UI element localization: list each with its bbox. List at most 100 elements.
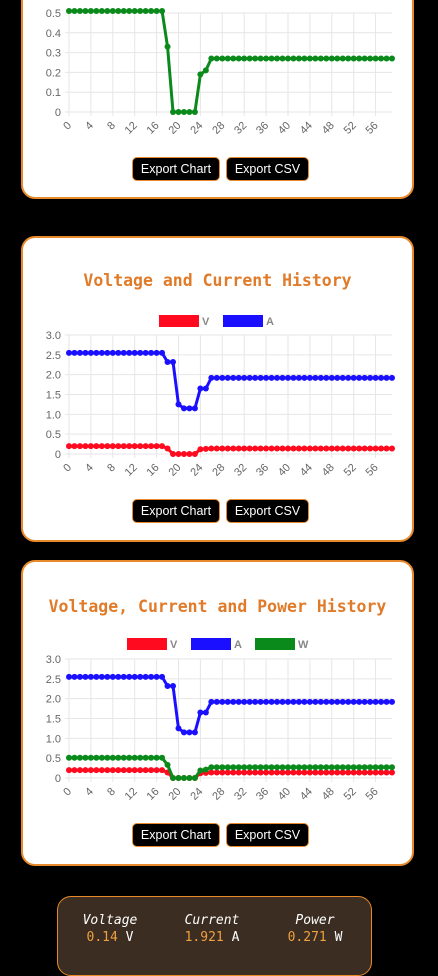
data-point	[197, 709, 204, 716]
data-point	[361, 769, 368, 776]
data-point	[104, 443, 111, 450]
data-point	[263, 445, 270, 452]
data-point	[306, 374, 313, 381]
data-point	[306, 769, 313, 776]
current-unit: A	[231, 930, 240, 945]
data-point	[301, 698, 308, 705]
data-point	[274, 698, 281, 705]
data-point	[153, 767, 160, 774]
x-tick-label: 52	[342, 120, 359, 137]
data-point	[290, 698, 297, 705]
data-point	[191, 109, 198, 115]
data-point	[263, 55, 270, 62]
data-point	[224, 769, 231, 776]
data-point	[295, 55, 302, 62]
export-csv-button[interactable]: Export CSV	[226, 157, 309, 181]
data-point	[104, 8, 111, 15]
data-point	[378, 445, 385, 452]
x-tick-label: 44	[298, 786, 315, 803]
data-point	[367, 764, 374, 771]
chart-title: Voltage, Current and Power History	[48, 597, 387, 616]
data-point	[235, 769, 242, 776]
data-point	[241, 445, 248, 452]
data-point	[323, 374, 330, 381]
data-point	[246, 769, 253, 776]
current-value: 1.921	[184, 930, 224, 945]
data-point	[383, 55, 390, 62]
data-point	[213, 55, 220, 62]
data-point	[191, 729, 198, 736]
data-point	[284, 764, 291, 771]
data-point	[350, 55, 357, 62]
x-tick-label: 4	[83, 462, 96, 475]
data-point	[109, 349, 116, 356]
data-point	[334, 764, 341, 771]
data-point	[93, 443, 100, 450]
chart-title: Voltage and Current History	[83, 271, 352, 290]
data-point	[153, 8, 160, 15]
data-point	[115, 349, 122, 356]
export-csv-button[interactable]: Export CSV	[226, 499, 309, 523]
data-point	[274, 445, 281, 452]
data-point	[224, 698, 231, 705]
data-point	[71, 767, 78, 774]
export-chart-button[interactable]: Export Chart	[132, 499, 220, 523]
export-csv-button[interactable]: Export CSV	[226, 823, 309, 847]
data-point	[76, 767, 83, 774]
data-point	[279, 55, 286, 62]
current-reading: Current 1.921 A	[162, 913, 262, 945]
data-point	[339, 445, 346, 452]
data-point	[148, 349, 155, 356]
data-point	[383, 445, 390, 452]
data-point	[235, 445, 242, 452]
data-point	[252, 445, 259, 452]
series-line	[69, 9, 392, 114]
data-point	[230, 769, 237, 776]
y-tick-label: 2.5	[46, 674, 61, 686]
data-point	[213, 698, 220, 705]
data-point	[71, 349, 78, 356]
data-point	[76, 443, 83, 450]
data-point	[257, 374, 264, 381]
data-point	[361, 55, 368, 62]
data-point	[213, 769, 220, 776]
data-point	[126, 673, 133, 680]
data-point	[284, 698, 291, 705]
data-point	[159, 349, 166, 356]
data-point	[93, 349, 100, 356]
data-point	[306, 55, 313, 62]
data-point	[175, 401, 182, 408]
data-point	[274, 764, 281, 771]
x-tick-label: 24	[188, 120, 205, 137]
y-tick-label: 0.5	[46, 429, 61, 441]
data-point	[361, 445, 368, 452]
data-point	[104, 673, 111, 680]
data-point	[284, 769, 291, 776]
export-chart-button[interactable]: Export Chart	[132, 823, 220, 847]
export-chart-button[interactable]: Export Chart	[132, 157, 220, 181]
data-point	[208, 374, 215, 381]
x-tick-label: 8	[105, 120, 118, 133]
data-point	[76, 8, 83, 15]
data-point	[328, 374, 335, 381]
legend-label: V	[202, 316, 210, 328]
data-point	[87, 349, 94, 356]
legend-swatch	[223, 315, 263, 327]
data-point	[202, 709, 209, 716]
data-point	[252, 769, 259, 776]
data-point	[224, 445, 231, 452]
data-point	[137, 349, 144, 356]
data-point	[301, 374, 308, 381]
data-point	[98, 349, 105, 356]
data-point	[142, 443, 149, 450]
data-point	[153, 349, 160, 356]
data-point	[372, 769, 379, 776]
x-tick-label: 20	[166, 786, 183, 803]
data-point	[131, 673, 138, 680]
x-tick-label: 16	[145, 462, 162, 479]
data-point	[345, 769, 352, 776]
data-point	[224, 55, 231, 62]
x-tick-label: 32	[232, 462, 249, 479]
x-tick-label: 28	[210, 786, 227, 803]
data-point	[334, 374, 341, 381]
